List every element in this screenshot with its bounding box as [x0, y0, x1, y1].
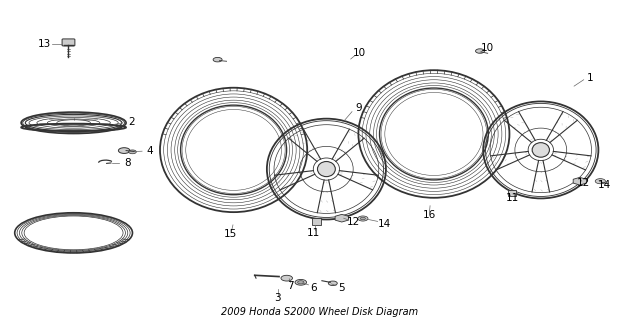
Circle shape	[328, 281, 337, 286]
Circle shape	[595, 179, 605, 184]
Text: 5: 5	[338, 283, 344, 293]
Circle shape	[358, 216, 368, 221]
Polygon shape	[335, 214, 348, 222]
Text: 1: 1	[587, 73, 593, 83]
Text: 8: 8	[125, 158, 131, 168]
Text: 9: 9	[355, 103, 362, 114]
Text: 11: 11	[506, 193, 518, 204]
Text: 10: 10	[481, 43, 494, 53]
Text: 16: 16	[423, 210, 436, 220]
Text: 7: 7	[287, 280, 294, 291]
Text: 12: 12	[347, 217, 360, 227]
Circle shape	[476, 49, 484, 53]
Polygon shape	[573, 177, 586, 185]
Circle shape	[129, 150, 136, 154]
Bar	[312, 218, 321, 225]
Circle shape	[281, 275, 292, 281]
Ellipse shape	[532, 143, 550, 157]
Bar	[508, 190, 516, 196]
Text: 4: 4	[147, 146, 153, 156]
Text: 14: 14	[378, 219, 390, 229]
Circle shape	[298, 281, 304, 284]
Text: 2: 2	[128, 117, 134, 127]
Circle shape	[360, 217, 365, 220]
Text: 2009 Honda S2000 Wheel Disk Diagram: 2009 Honda S2000 Wheel Disk Diagram	[221, 307, 419, 317]
Text: 12: 12	[577, 178, 590, 189]
Text: 3: 3	[275, 293, 281, 303]
Circle shape	[295, 279, 307, 285]
Circle shape	[118, 148, 130, 153]
Text: 10: 10	[353, 48, 366, 58]
Text: 13: 13	[38, 39, 51, 49]
Text: 15: 15	[224, 228, 237, 239]
Text: 11: 11	[307, 228, 320, 238]
Circle shape	[213, 57, 222, 62]
FancyBboxPatch shape	[62, 39, 75, 46]
Text: 14: 14	[598, 180, 611, 190]
Ellipse shape	[317, 161, 335, 177]
Text: 6: 6	[310, 283, 317, 293]
